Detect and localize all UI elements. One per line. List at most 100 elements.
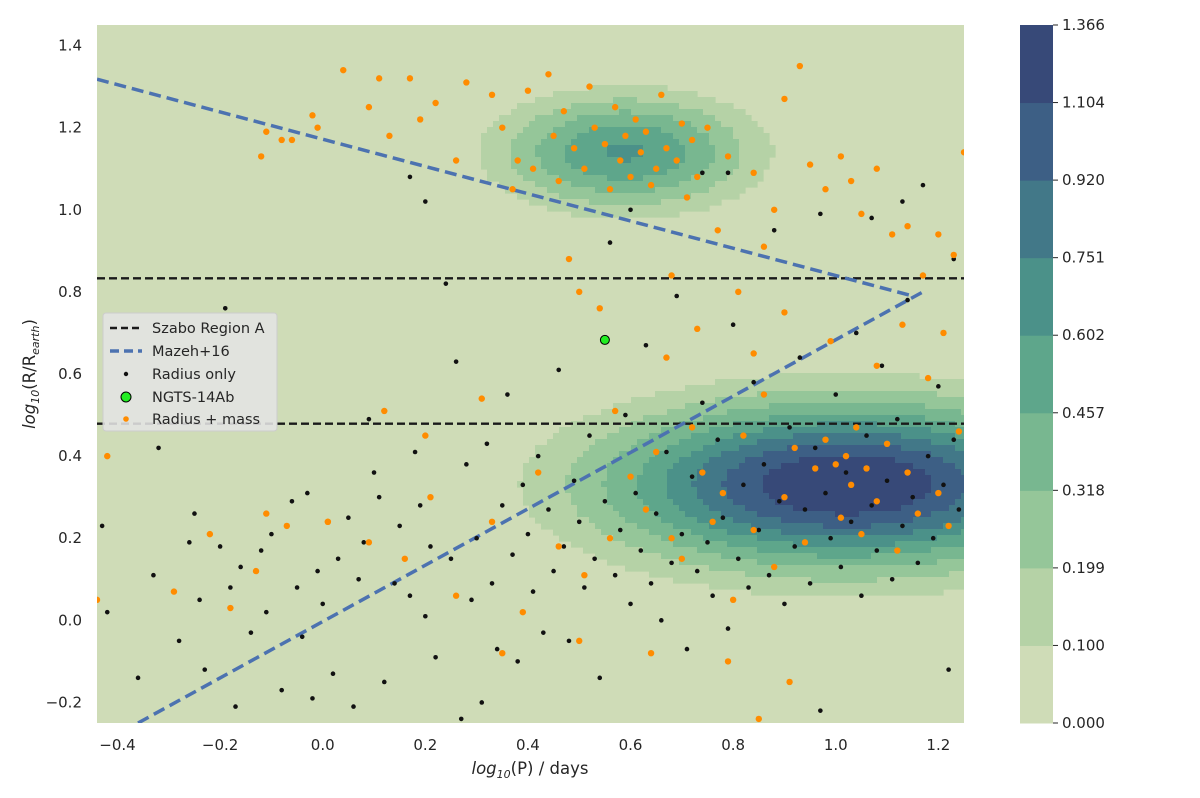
density-cell [583, 439, 590, 446]
colorbar-band [1020, 102, 1053, 181]
density-cell [739, 181, 746, 188]
density-cell [871, 487, 878, 494]
density-cell [667, 451, 674, 458]
density-cell [763, 499, 770, 506]
density-cell [799, 511, 806, 518]
density-cell [835, 571, 842, 578]
density-cell [787, 469, 794, 476]
density-cell [541, 199, 548, 206]
density-cell [757, 553, 764, 560]
density-cell [589, 157, 596, 164]
density-cell [655, 133, 662, 140]
density-cell [655, 571, 662, 578]
density-cell [631, 91, 638, 98]
radius-mass-point [935, 231, 942, 238]
density-cell [595, 193, 602, 200]
density-cell [577, 523, 584, 530]
density-cell [895, 481, 902, 488]
density-cell [661, 127, 668, 134]
radius-only-point [700, 170, 705, 176]
density-cell [619, 163, 626, 170]
density-cell [583, 175, 590, 182]
density-cell [637, 523, 644, 530]
density-cell [607, 85, 614, 92]
density-cell [697, 133, 704, 140]
density-cell [703, 577, 710, 584]
density-cell [715, 379, 722, 386]
density-cell [565, 445, 572, 452]
density-cell [703, 145, 710, 152]
density-cell [595, 493, 602, 500]
density-cell [703, 535, 710, 542]
density-cell [769, 475, 776, 482]
density-cell [763, 403, 770, 410]
x-axis: −0.4 −0.2 0.0 0.2 0.4 0.6 0.8 1.0 1.2 [99, 736, 950, 754]
density-cell [607, 475, 614, 482]
density-cell [601, 115, 608, 122]
density-cell [805, 469, 812, 476]
density-cell [745, 529, 752, 536]
density-cell [931, 523, 938, 530]
density-cell [811, 547, 818, 554]
density-cell [565, 457, 572, 464]
radius-only-point [541, 630, 546, 635]
density-cell [949, 565, 956, 572]
density-cell [535, 127, 542, 134]
density-cell [835, 529, 842, 536]
density-cell [691, 187, 698, 194]
density-cell [829, 475, 836, 482]
density-cell [949, 505, 956, 512]
density-cell [817, 541, 824, 548]
density-cell [691, 523, 698, 530]
density-cell [937, 427, 944, 434]
density-cell [667, 427, 674, 434]
density-cell [781, 487, 788, 494]
density-cell [919, 523, 926, 530]
density-cell [721, 469, 728, 476]
density-cell [847, 505, 854, 512]
density-cell [667, 571, 674, 578]
density-cell [583, 199, 590, 206]
density-cell [853, 493, 860, 500]
density-cell [709, 415, 716, 422]
density-cell [757, 151, 764, 158]
density-cell [769, 457, 776, 464]
density-cell [703, 529, 710, 536]
density-cell [787, 385, 794, 392]
density-cell [511, 115, 518, 122]
density-cell [775, 559, 782, 566]
density-cell [601, 151, 608, 158]
density-cell [673, 199, 680, 206]
radius-mass-point [617, 157, 624, 164]
density-cell [607, 205, 614, 212]
density-cell [721, 439, 728, 446]
density-cell [517, 115, 524, 122]
density-cell [709, 469, 716, 476]
density-cell [853, 385, 860, 392]
density-cell [913, 517, 920, 524]
radius-mass-point [806, 161, 814, 168]
density-cell [613, 481, 620, 488]
density-cell [907, 577, 914, 584]
density-cell [709, 535, 716, 542]
density-cell [823, 433, 830, 440]
density-cell [697, 187, 704, 194]
radius-only-point [925, 453, 931, 459]
radius-only-point [602, 498, 608, 504]
density-cell [745, 439, 752, 446]
radius-mass-point [581, 165, 588, 172]
density-cell [661, 493, 668, 500]
density-cell [823, 391, 830, 398]
density-cell [679, 163, 686, 170]
density-cell [727, 403, 734, 410]
density-cell [829, 523, 836, 530]
density-cell [751, 427, 758, 434]
density-cell [925, 505, 932, 512]
density-cell [715, 385, 722, 392]
density-cell [601, 517, 608, 524]
density-cell [931, 463, 938, 470]
radius-only-point [782, 601, 787, 607]
density-cell [811, 517, 818, 524]
density-cell [805, 409, 812, 416]
density-cell [781, 481, 788, 488]
